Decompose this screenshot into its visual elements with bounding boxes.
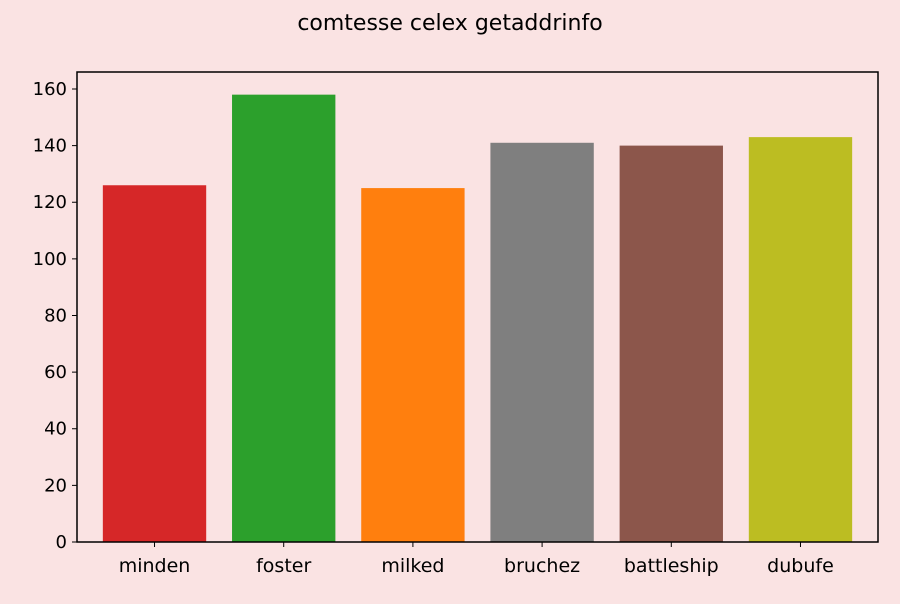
x-tick-label: bruchez: [504, 555, 580, 577]
chart-title: comtesse celex getaddrinfo: [297, 11, 602, 36]
x-tick-label: milked: [381, 555, 444, 577]
y-tick-label: 20: [44, 475, 67, 496]
bar-foster: [232, 94, 336, 542]
bar-dubufe: [748, 137, 853, 542]
bar-bruchez: [490, 142, 594, 542]
x-axis-ticks: minden foster milked bruchez battleship dubuf…: [119, 542, 834, 577]
x-tick-label: battleship: [624, 555, 719, 577]
y-tick-label: 140: [33, 136, 67, 157]
y-tick-label: 0: [56, 532, 67, 553]
bars-group: [102, 94, 853, 543]
bar-battleship: [619, 145, 723, 543]
y-tick-label: 100: [33, 249, 67, 270]
x-tick-label: minden: [119, 555, 191, 577]
y-axis-ticks: 0 20 40 60 80 100 120 140 160: [33, 79, 77, 553]
y-tick-label: 120: [33, 192, 67, 213]
x-tick-label: dubufe: [767, 555, 834, 577]
y-tick-label: 160: [33, 79, 67, 100]
bar-milked: [361, 188, 465, 542]
y-tick-label: 80: [44, 305, 67, 326]
axes-frame: [76, 71, 879, 543]
y-tick-label: 40: [44, 419, 67, 440]
bar-minden: [102, 185, 207, 543]
y-tick-label: 60: [44, 362, 67, 383]
x-tick-label: foster: [256, 555, 311, 577]
